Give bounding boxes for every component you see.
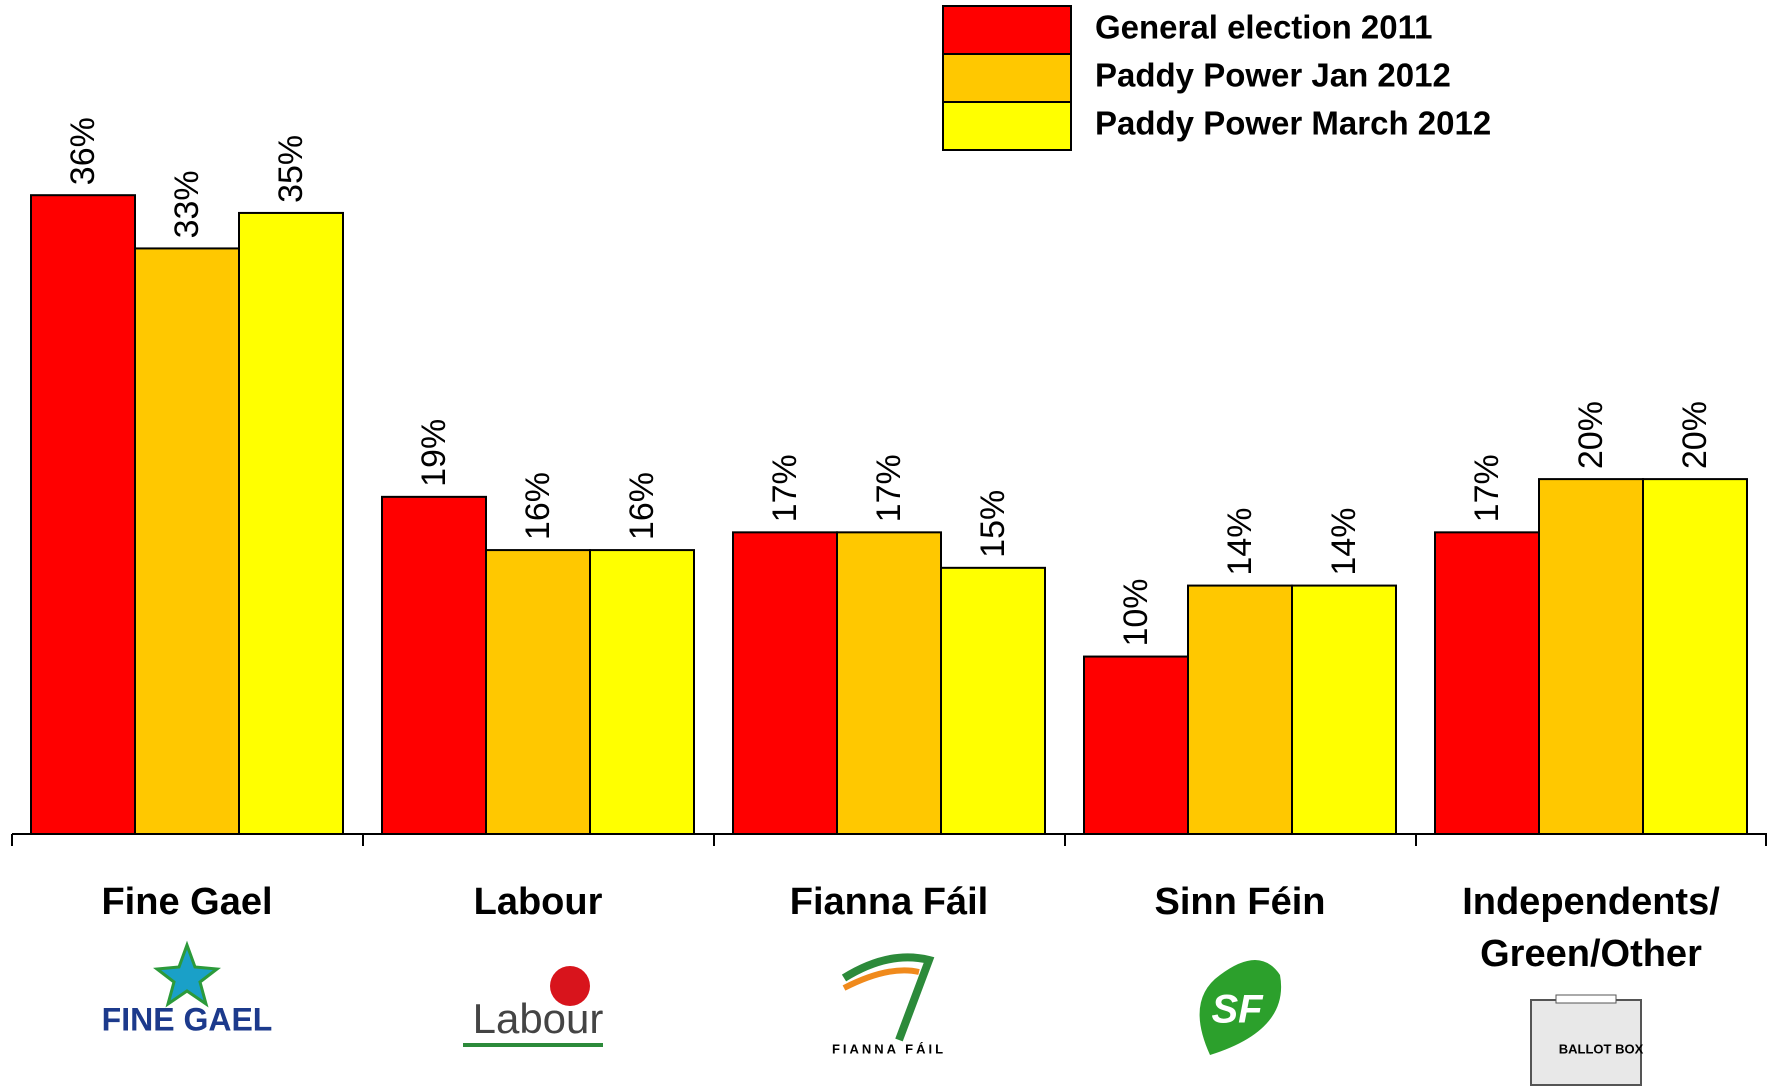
x-tick-label: Labour [473,881,603,923]
legend-swatch [942,5,1072,55]
logo-box [1530,999,1642,1086]
logo-harp [841,953,935,1042]
value-label: 14% [1221,508,1259,576]
legend-label: Paddy Power Jan 2012 [1095,57,1451,94]
value-label: 10% [1117,578,1155,646]
value-label: 17% [766,454,804,522]
legend-swatch [942,53,1072,103]
x-tick-label: Sinn Féin [1154,881,1326,923]
bar [30,194,136,836]
logo-rose [550,966,590,1006]
logo-slot [1555,994,1617,1004]
value-label: 20% [1676,401,1714,469]
bar [836,531,942,836]
bar [940,566,1046,835]
logo-harp-orange [842,967,920,991]
legend-label: General election 2011 [1095,9,1433,46]
value-label: 35% [272,135,310,203]
bar [238,211,344,836]
x-tick-label: Fianna Fáil [789,881,989,923]
legend-label: Paddy Power March 2012 [1095,105,1491,142]
bar [589,549,695,835]
logo-text: BALLOT BOX [1559,1041,1644,1056]
logo-text: FIANNA FÁIL [832,1041,946,1056]
bar [485,549,591,835]
value-label: 33% [168,170,206,238]
bar [1434,531,1540,836]
value-label: 17% [870,454,908,522]
value-label: 15% [974,490,1012,558]
bar [732,531,838,836]
bar [1642,478,1748,835]
legend-swatch [942,101,1072,151]
bar [1538,478,1644,835]
logo-text: SF [1211,988,1264,1032]
logo-text: Labour [473,995,604,1042]
value-label: 14% [1325,508,1363,576]
logo-star [153,940,221,1008]
value-label: 17% [1468,454,1506,522]
value-label: 16% [623,472,661,540]
logo-text: FINE GAEL [102,1001,273,1037]
value-label: 36% [64,117,102,185]
bar [1187,584,1293,835]
logo-island [1199,960,1282,1055]
bar [134,247,240,835]
value-label: 20% [1572,401,1610,469]
x-tick-label: Fine Gael [101,881,273,923]
bar [381,495,487,835]
value-label: 16% [519,472,557,540]
value-label: 19% [415,419,453,487]
bar [1291,584,1397,835]
x-tick-label: Independents/ Green/Other [1462,881,1720,975]
bar [1083,655,1189,835]
